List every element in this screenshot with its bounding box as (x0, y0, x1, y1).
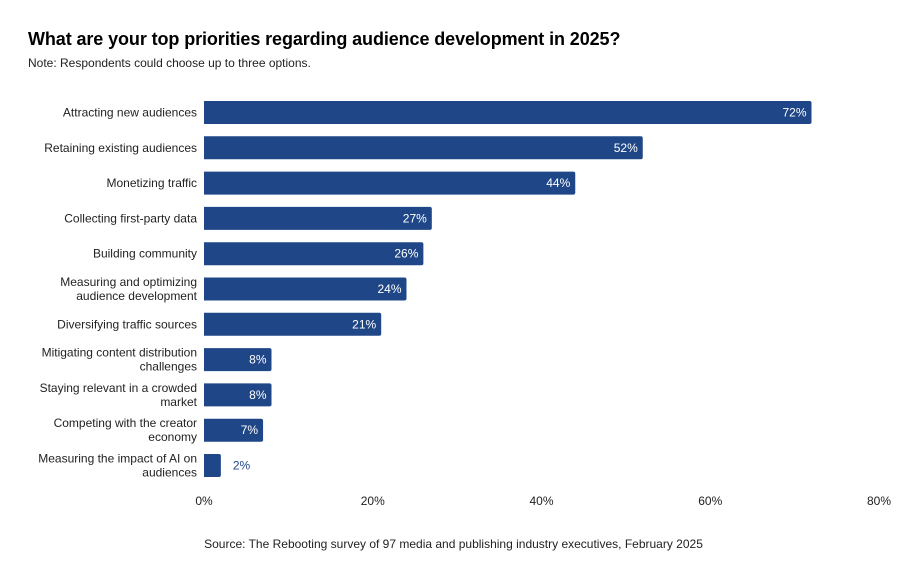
category-label: Collecting first-party data (64, 211, 197, 225)
value-label: 8% (249, 388, 267, 402)
category-label: audiences (142, 466, 197, 480)
value-label: 2% (233, 459, 251, 473)
bar (204, 454, 221, 477)
x-tick-label: 20% (361, 494, 385, 508)
bar-row: Monetizing traffic 44% (107, 171, 576, 195)
chart-source: Source: The Rebooting survey of 97 media… (204, 537, 703, 551)
bar-row: Diversifying traffic sources 21% (57, 312, 382, 336)
value-label: 44% (546, 176, 570, 190)
category-label: Measuring the impact of AI on (38, 452, 197, 466)
category-label: audience development (76, 289, 197, 303)
bar (204, 277, 407, 301)
category-label: Mitigating content distribution (42, 346, 197, 360)
x-tick-label: 0% (195, 494, 213, 508)
bar (204, 206, 432, 230)
chart-subtitle: Note: Respondents could choose up to thr… (28, 56, 311, 70)
category-label: challenges (140, 360, 197, 374)
value-label: 27% (403, 211, 427, 225)
category-label: Diversifying traffic sources (57, 317, 197, 331)
value-label: 72% (782, 106, 806, 120)
bar-row: Collecting first-party data 27% (64, 206, 432, 230)
bar (204, 312, 382, 336)
bar-row: Attracting new audiences 72% (63, 101, 812, 124)
category-label: Monetizing traffic (107, 176, 198, 190)
category-label: Retaining existing audiences (44, 141, 197, 155)
bar (204, 171, 576, 195)
value-label: 7% (241, 423, 259, 437)
bar (204, 348, 272, 372)
bar (204, 101, 812, 124)
value-label: 21% (352, 317, 376, 331)
x-tick-label: 80% (867, 494, 891, 508)
bars-group: Attracting new audiences 72% Retaining exi… (38, 101, 812, 480)
category-label: Building community (93, 247, 197, 261)
x-tick-label: 40% (529, 494, 553, 508)
value-label: 8% (249, 353, 267, 367)
bar (204, 242, 424, 266)
category-label: economy (148, 430, 197, 444)
bar-row: Mitigating content distributionchallenge… (42, 346, 272, 374)
category-label: Attracting new audiences (63, 106, 197, 120)
x-axis: 0% 20% 40% 60% 80% (195, 494, 891, 508)
category-label: Measuring and optimizing (60, 275, 197, 289)
bar (204, 383, 272, 407)
bar (204, 418, 264, 442)
bar-row: Building community 26% (93, 242, 424, 266)
bar-row: Retaining existing audiences 52% (44, 136, 643, 160)
x-tick-label: 60% (698, 494, 722, 508)
value-label: 52% (614, 141, 638, 155)
bar (204, 136, 643, 160)
category-label: Staying relevant in a crowded (40, 381, 197, 395)
value-label: 26% (394, 247, 418, 261)
value-label: 24% (377, 282, 401, 296)
category-label: market (160, 395, 197, 409)
chart-title: What are your top priorities regarding a… (28, 29, 621, 49)
category-label: Competing with the creator (54, 416, 197, 430)
